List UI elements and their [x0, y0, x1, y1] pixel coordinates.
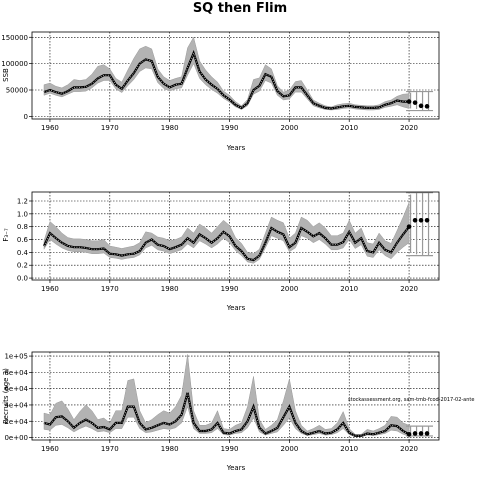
ssb-x-tick-label: 1980: [161, 124, 179, 132]
figure-title: SQ then Flim: [193, 1, 287, 16]
ssb-x-tick-label: 1960: [41, 124, 59, 132]
f-x-tick-label: 1960: [41, 285, 59, 293]
ssb-y-axis-label: SSB: [2, 68, 10, 82]
rec-x-tick-label: 2020: [400, 445, 418, 453]
ssb-x-axis-label: Years: [226, 144, 246, 152]
panel-fishing-mortality: F₃₋₇ Years: [2, 228, 246, 312]
ssb-x-tick-label: 2000: [280, 124, 298, 132]
ssb-y-tick-label: 100000: [1, 60, 28, 68]
ssb-estimate-line-dots: [43, 52, 410, 109]
ssb-y-tick-label: 50000: [6, 87, 28, 95]
rec-x-tick-label: 2010: [340, 445, 358, 453]
rec-x-tick-label: 1980: [161, 445, 179, 453]
rec-y-tick-label: 2e+04: [4, 418, 28, 426]
f-x-tick-label: 2000: [280, 285, 298, 293]
f-x-tick-label: 2020: [400, 285, 418, 293]
rec-y-tick-label: 6e+04: [4, 385, 28, 393]
f-plot-frame: [31, 191, 440, 281]
rec-y-tick-label: 8e+04: [4, 369, 28, 377]
ssb-confidence-band: [43, 36, 410, 111]
f-forecast-point: [406, 224, 412, 229]
f-estimate-line-dots: [43, 226, 410, 261]
ssb-x-tick-label: 2010: [340, 124, 358, 132]
f-y-tick-label: 0.6: [17, 236, 29, 244]
rec-confidence-band: [43, 354, 410, 437]
rec-x-tick-label: 2000: [280, 445, 298, 453]
ssb-forecast-point: [424, 104, 430, 109]
source-note: stockassessment.org, sam-tmb-fcod-2017-0…: [348, 397, 474, 403]
f-y-tick-label: 0.0: [17, 275, 28, 283]
f-x-tick-label: 2010: [340, 285, 358, 293]
rec-x-tick-label: 1960: [41, 445, 59, 453]
ssb-plot-frame: [31, 31, 440, 120]
ssb-ylabel-group: SSB: [2, 68, 10, 82]
rec-y-tick-label: 1e+05: [4, 353, 28, 361]
f-x-axis-label: Years: [226, 304, 246, 312]
rec-forecast-point: [412, 431, 418, 436]
ssb-forecast-point: [412, 100, 418, 105]
rec-estimate-line: [43, 392, 410, 437]
rec-x-tick-label: 1990: [221, 445, 239, 453]
rec-forecast-point: [406, 431, 412, 437]
f-y-tick-label: 1.0: [17, 210, 28, 218]
ssb-x-tick-label: 1990: [221, 124, 239, 132]
rec-y-axis-label: Recruits (age 3): [2, 368, 10, 424]
f-y-tick-label: 0.2: [17, 262, 28, 270]
rec-y-tick-label: 4e+04: [4, 401, 28, 409]
ssb-forecast-point: [406, 99, 412, 104]
rec-y-tick-label: 0e+00: [4, 434, 28, 442]
panel-ssb: SSB Years: [2, 68, 246, 152]
rec-plot-frame: [31, 351, 440, 441]
f-forecast-point: [412, 217, 418, 223]
f-y-axis-label: F₃₋₇: [2, 228, 10, 242]
f-y-tick-label: 1.2: [17, 197, 28, 205]
ssb-x-tick-label: 2020: [400, 124, 418, 132]
f-forecast-point: [418, 217, 424, 223]
rec-forecast-point: [424, 431, 430, 436]
rec-x-axis-label: Years: [226, 464, 246, 472]
ssb-y-tick-label: 0: [24, 113, 28, 121]
f-x-tick-label: 1980: [161, 285, 179, 293]
f-forecast-point: [424, 217, 430, 223]
ssb-x-tick-label: 1970: [101, 124, 119, 132]
f-x-tick-label: 1970: [101, 285, 119, 293]
rec-x-tick-label: 1970: [101, 445, 119, 453]
panel-recruitment: Recruits (age 3) Years stockassessment.o…: [2, 368, 474, 472]
ssb-forecast-point: [418, 103, 424, 109]
rec-forecast-point: [418, 431, 424, 436]
f-y-tick-label: 0.8: [17, 223, 28, 231]
f-x-tick-label: 1990: [221, 285, 239, 293]
f-y-tick-label: 0.4: [17, 249, 29, 257]
ssb-y-tick-label: 150000: [1, 34, 28, 42]
